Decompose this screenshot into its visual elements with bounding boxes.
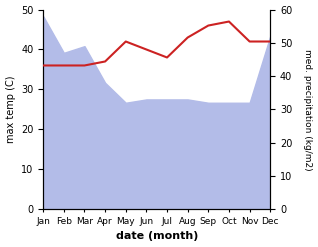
Y-axis label: med. precipitation (kg/m2): med. precipitation (kg/m2)	[303, 49, 313, 170]
X-axis label: date (month): date (month)	[115, 231, 198, 242]
Y-axis label: max temp (C): max temp (C)	[5, 76, 16, 143]
